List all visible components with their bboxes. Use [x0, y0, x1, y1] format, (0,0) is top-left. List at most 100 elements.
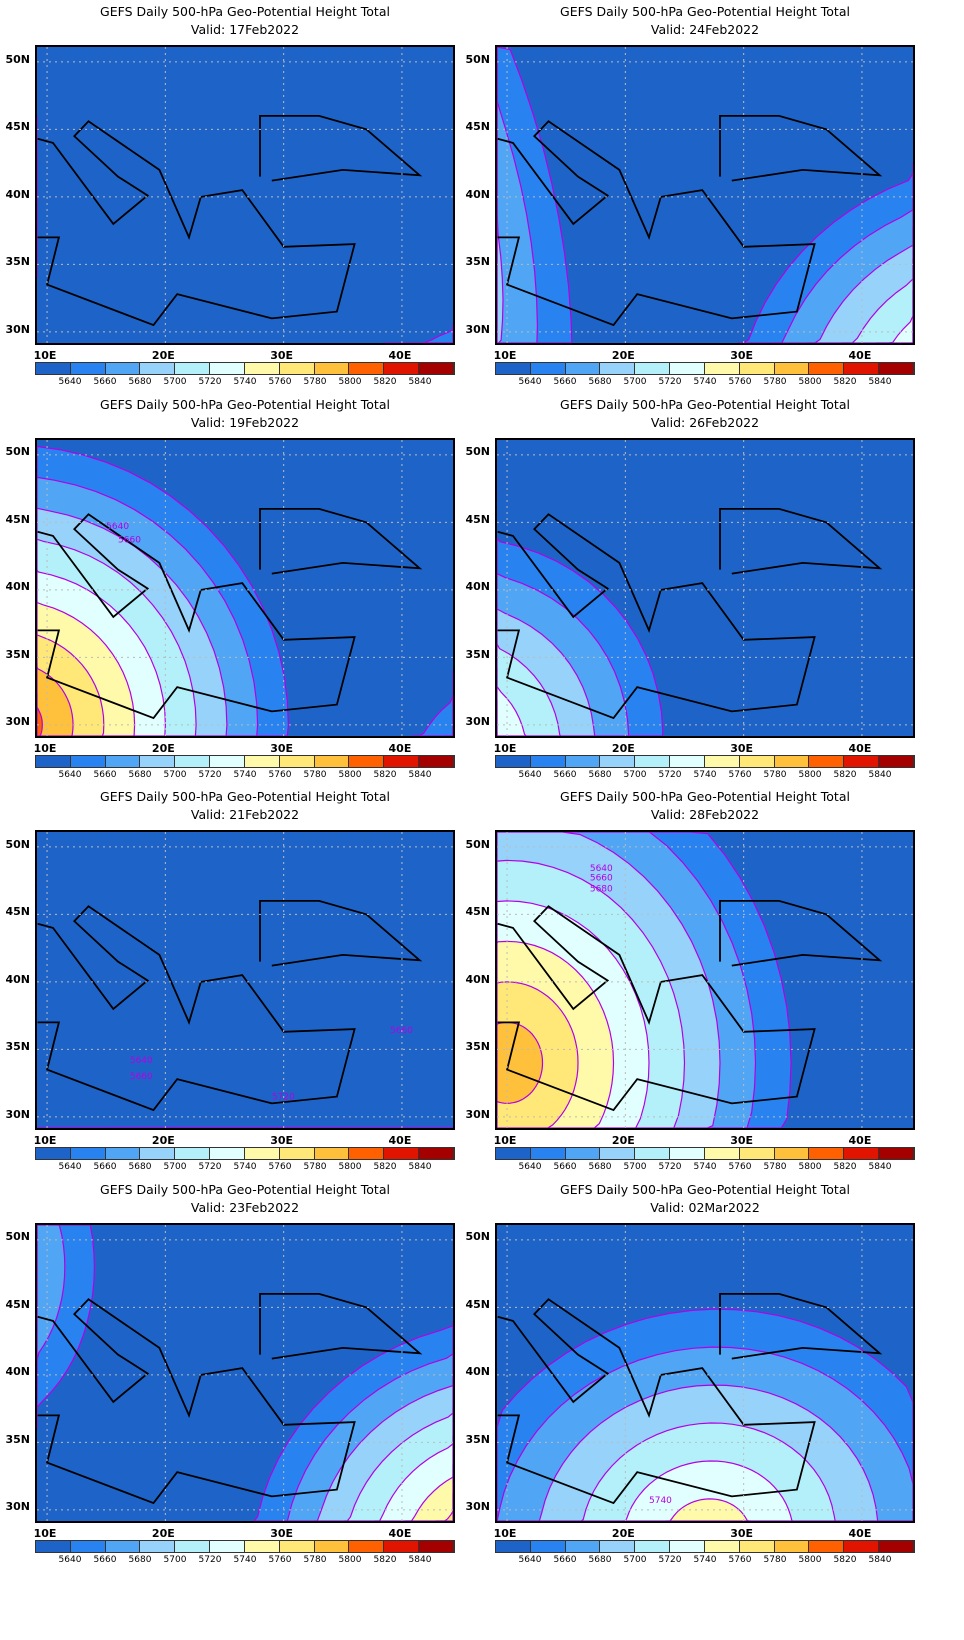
colorbar-label: 5760 [268, 377, 292, 387]
lat-label: 45N [5, 905, 30, 919]
height-contour-band [435, 1492, 453, 1521]
colorbar-label: 5800 [798, 1162, 822, 1172]
colorbar-swatch [419, 1148, 454, 1159]
colorbar-label: 5780 [763, 1554, 787, 1565]
colorbar-label: 5700 [163, 1554, 187, 1565]
colorbar [35, 1539, 455, 1553]
lat-label: 35N [465, 1432, 490, 1446]
colorbar-label: 5840 [868, 1162, 892, 1172]
colorbar-label: 5700 [623, 769, 647, 780]
colorbar-label: 5720 [198, 377, 222, 387]
colorbar-label: 5660 [553, 1162, 577, 1172]
lon-label: 10E [493, 741, 517, 755]
colorbar-swatch [175, 363, 211, 374]
colorbar-swatch [105, 363, 141, 374]
colorbar-swatch [175, 755, 211, 767]
colorbar-swatch [809, 1540, 845, 1552]
colorbar-label: 5820 [373, 769, 397, 780]
lon-label: 20E [151, 349, 175, 362]
colorbar-label: 5680 [128, 1554, 152, 1565]
colorbar-swatch [496, 1148, 531, 1159]
lat-label: 45N [5, 120, 30, 134]
colorbar-label: 5680 [128, 1162, 152, 1172]
colorbar-swatch [739, 1148, 775, 1159]
contour-label: 5680 [590, 884, 613, 894]
colorbar-label: 5640 [58, 769, 82, 780]
colorbar [495, 1147, 915, 1160]
colorbar-swatch [774, 363, 810, 374]
contour-label: 5660 [118, 535, 141, 545]
lon-label: 20E [611, 741, 635, 755]
colorbar-swatch [36, 755, 71, 767]
lat-label: 40N [465, 187, 490, 201]
colorbar-swatch [105, 755, 141, 767]
colorbar-swatch [844, 1148, 880, 1159]
panel-title: GEFS Daily 500-hPa Geo-Potential Height … [100, 789, 390, 804]
lat-label: 40N [465, 1365, 490, 1379]
colorbar-swatch [210, 1540, 245, 1552]
colorbar-label: 5820 [833, 1554, 857, 1565]
colorbar-label: 5660 [553, 1554, 577, 1565]
lon-label: 30E [270, 741, 294, 755]
lat-label: 35N [5, 1432, 30, 1446]
geopotential-height-map [495, 45, 915, 345]
colorbar-swatch [175, 1540, 211, 1552]
lat-label: 45N [465, 512, 490, 526]
colorbar [495, 754, 915, 768]
colorbar [35, 1147, 455, 1160]
colorbar-label: 5780 [303, 769, 327, 780]
lat-label: 50N [465, 52, 490, 66]
coastline [497, 1292, 883, 1504]
height-contour-band [876, 290, 913, 343]
colorbar-swatch [496, 1540, 531, 1552]
map-panel: GEFS Daily 500-hPa Geo-Potential Height … [460, 785, 940, 1177]
colorbar-label: 5680 [588, 377, 612, 387]
colorbar-swatch [210, 1148, 245, 1159]
colorbar-label: 5640 [58, 1554, 82, 1565]
lat-label: 50N [5, 445, 30, 459]
colorbar-label: 5680 [588, 1162, 612, 1172]
colorbar-swatch [384, 363, 420, 374]
contour-label: 5640 [130, 1056, 153, 1066]
lon-label: 10E [493, 1134, 517, 1147]
colorbar-label: 5780 [763, 769, 787, 780]
colorbar-label: 5840 [868, 377, 892, 387]
lat-label: 40N [5, 580, 30, 594]
lat-label: 35N [5, 1040, 30, 1054]
colorbar-label: 5660 [553, 769, 577, 780]
height-contour-band [37, 693, 43, 736]
colorbar-label: 5720 [658, 1554, 682, 1565]
colorbar-label: 5780 [303, 1554, 327, 1565]
colorbar-label: 5800 [338, 377, 362, 387]
colorbar-label: 5660 [93, 377, 117, 387]
colorbar-label: 5780 [763, 377, 787, 387]
colorbar-swatch [244, 1148, 280, 1159]
colorbar-label: 5720 [198, 769, 222, 780]
colorbar-label: 5720 [658, 1162, 682, 1172]
colorbar-swatch [36, 1148, 71, 1159]
colorbar-swatch [70, 1540, 106, 1552]
height-contour-band [383, 323, 453, 343]
colorbar-label: 5780 [303, 377, 327, 387]
colorbar-swatch [496, 755, 531, 767]
colorbar-swatch [635, 363, 671, 374]
lon-label: 40E [388, 1134, 412, 1147]
lon-label: 10E [33, 349, 57, 362]
colorbar-swatch [600, 363, 636, 374]
colorbar-label: 5800 [798, 377, 822, 387]
colorbar-swatch [349, 755, 385, 767]
colorbar-swatch [349, 363, 385, 374]
height-contour-band [841, 258, 913, 343]
colorbar-swatch [739, 363, 775, 374]
colorbar-swatch [879, 1148, 914, 1159]
lon-label: 10E [493, 349, 517, 362]
colorbar-swatch [210, 755, 245, 767]
colorbar-label: 5760 [728, 769, 752, 780]
colorbar-swatch [565, 1148, 601, 1159]
lon-label: 20E [611, 1134, 635, 1147]
colorbar-swatch [105, 1148, 141, 1159]
colorbar-label: 5780 [763, 1162, 787, 1172]
colorbar-label: 5740 [233, 1554, 257, 1565]
lon-label: 30E [270, 349, 294, 362]
lat-label: 50N [465, 1230, 490, 1244]
